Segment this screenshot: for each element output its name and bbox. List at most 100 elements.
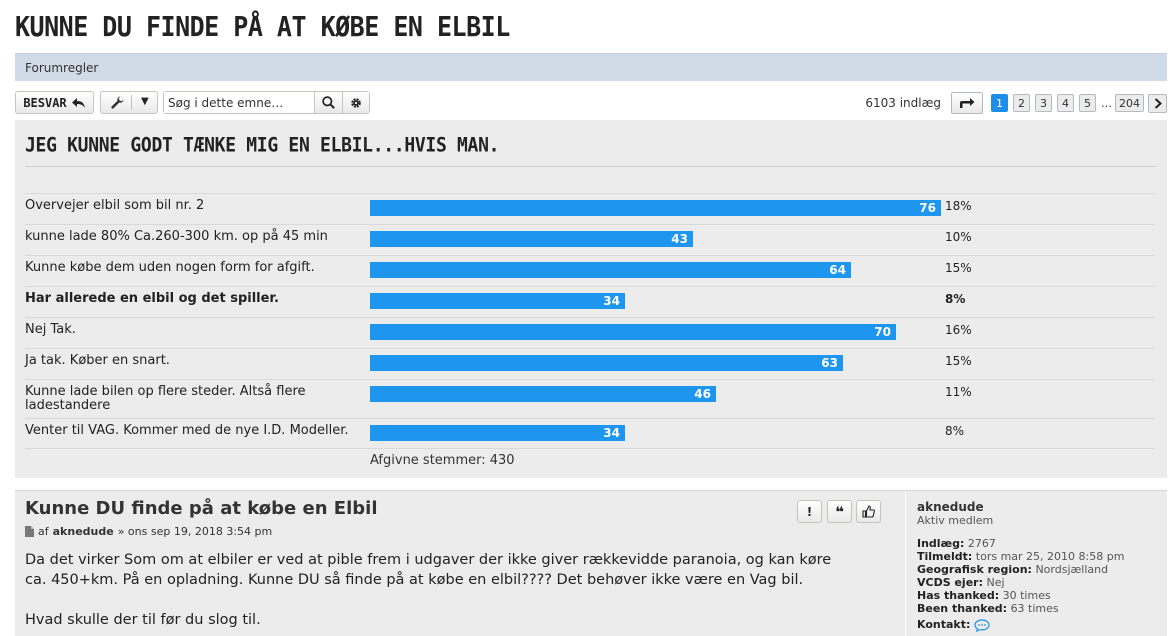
- poll-vote-bar: 46: [370, 386, 716, 402]
- forum-rules-bar[interactable]: Forumregler: [15, 53, 1167, 81]
- poll-option-percent: 8%: [945, 292, 966, 306]
- poll-option-label: Ja tak. Køber en snart.: [25, 353, 170, 368]
- profile-field: Has thanked: 30 times: [917, 589, 1051, 602]
- quote-button[interactable]: ❝: [827, 500, 852, 523]
- poll-option-row: Venter til VAG. Kommer med de nye I.D. M…: [25, 418, 1155, 448]
- post-paragraph: Hvad skulle der til før du slog til.: [25, 612, 261, 628]
- post-icon: [25, 526, 34, 537]
- advanced-search-button[interactable]: [341, 92, 369, 113]
- post-meta: af aknedude » ons sep 19, 2018 3:54 pm: [25, 525, 272, 538]
- page-link-5[interactable]: 5: [1079, 94, 1096, 112]
- profile-field-value: Nej: [986, 576, 1005, 589]
- post-title[interactable]: Kunne DU finde på at købe en Elbil: [25, 498, 378, 519]
- profile-field: Tilmeldt: tors mar 25, 2010 8:58 pm: [917, 550, 1124, 563]
- profile-field-label: Indlæg:: [917, 537, 965, 550]
- author-profile: aknedude Aktiv medlem Indlæg: 2767 Tilmel…: [905, 491, 1167, 636]
- poll-option-percent: 15%: [945, 354, 972, 368]
- poll-vote-bar: 63: [370, 355, 843, 371]
- search-icon: [322, 96, 335, 109]
- page-link-1[interactable]: 1: [991, 94, 1008, 112]
- topic-search: [163, 91, 370, 114]
- page-link-4[interactable]: 4: [1057, 94, 1074, 112]
- poll-vote-bar: 43: [370, 231, 693, 247]
- page-link-last[interactable]: 204: [1115, 94, 1144, 112]
- profile-field-value: 2767: [967, 537, 996, 550]
- poll-option-label: Nej Tak.: [25, 322, 76, 337]
- poll-option-label: Overvejer elbil som bil nr. 2: [25, 198, 205, 213]
- reply-icon: [71, 97, 85, 108]
- report-button[interactable]: !: [797, 500, 822, 523]
- profile-field: Kontakt:: [917, 618, 990, 632]
- post-date: » ons sep 19, 2018 3:54 pm: [117, 525, 273, 538]
- profile-field: Indlæg: 2767: [917, 537, 996, 550]
- contact-chat-icon[interactable]: [974, 618, 990, 632]
- profile-field-label: VCDS ejer:: [917, 576, 983, 589]
- search-button[interactable]: [314, 92, 342, 113]
- post: Kunne DU finde på at købe en Elbil af ak…: [15, 490, 1167, 636]
- tools-separator: [131, 95, 132, 110]
- share-arrow-icon: [960, 98, 975, 108]
- profile-field-label: Tilmeldt:: [917, 550, 973, 563]
- profile-field-value: Nordsjælland: [1035, 563, 1109, 576]
- page-link-2[interactable]: 2: [1013, 94, 1030, 112]
- thanks-button[interactable]: [856, 500, 881, 523]
- profile-username[interactable]: aknedude: [917, 500, 984, 514]
- post-count: 6103 indlæg: [865, 96, 941, 110]
- forum-rules-label[interactable]: Forumregler: [25, 61, 99, 75]
- gear-icon: [350, 97, 361, 108]
- poll-vote-bar: 64: [370, 262, 851, 278]
- profile-field-label: Kontakt:: [917, 618, 971, 631]
- reply-label: BESVAR: [23, 95, 67, 110]
- profile-rank: Aktiv medlem: [917, 514, 994, 527]
- post-author-link[interactable]: aknedude: [52, 525, 114, 538]
- quote-icon: ❝: [835, 502, 844, 521]
- poll-option-row: Har allerede en elbil og det spiller. 34 8…: [25, 286, 1155, 317]
- poll-option-percent: 15%: [945, 261, 972, 275]
- poll-divider: [25, 166, 1155, 167]
- poll-vote-bar: 34: [370, 293, 625, 309]
- poll-option-label: Kunne lade bilen op flere steder. Altså …: [25, 384, 306, 413]
- poll-option-row: Nej Tak. 70 16%: [25, 317, 1155, 348]
- topic-tools-button[interactable]: ▼: [100, 91, 158, 114]
- poll-total-votes: Afgivne stemmer: 430: [370, 453, 515, 468]
- profile-field-label: Been thanked:: [917, 602, 1008, 615]
- poll-option-label: Kunne købe dem uden nogen form for afgif…: [25, 260, 315, 275]
- poll-option-percent: 11%: [945, 385, 972, 399]
- post-paragraph: Da det virker Som om at elbiler er ved a…: [25, 552, 832, 588]
- page-link-3[interactable]: 3: [1035, 94, 1052, 112]
- jump-to-page-button[interactable]: [951, 92, 983, 114]
- post-meta-prefix: af: [38, 525, 49, 538]
- poll-panel: JEG KUNNE GODT TÆNKE MIG EN ELBIL...HVIS…: [15, 120, 1167, 478]
- poll-vote-bar: 70: [370, 324, 896, 340]
- wrench-icon: [111, 96, 124, 109]
- poll-option-row: Ja tak. Køber en snart. 63 15%: [25, 348, 1155, 379]
- profile-field-label: Has thanked:: [917, 589, 1000, 602]
- profile-field: Geografisk region: Nordsjælland: [917, 563, 1108, 576]
- next-page-button[interactable]: [1148, 93, 1167, 113]
- profile-field: Been thanked: 63 times: [917, 602, 1059, 615]
- thumbs-up-icon: [862, 505, 875, 518]
- poll-total-row: Afgivne stemmer: 430: [25, 448, 1155, 478]
- exclamation-icon: !: [806, 504, 813, 519]
- poll-option-label: Har allerede en elbil og det spiller.: [25, 291, 279, 306]
- poll-option-row: kunne lade 80% Ca.260-300 km. op på 45 m…: [25, 224, 1155, 255]
- poll-option-percent: 8%: [945, 424, 965, 438]
- profile-field-value: tors mar 25, 2010 8:58 pm: [975, 550, 1125, 563]
- chevron-down-icon: ▼: [141, 96, 149, 107]
- poll-option-row: Overvejer elbil som bil nr. 2 76 18%: [25, 193, 1155, 224]
- poll-option-label: Venter til VAG. Kommer med de nye I.D. M…: [25, 423, 349, 438]
- profile-field-value: 30 times: [1002, 589, 1051, 602]
- search-input[interactable]: [164, 92, 314, 113]
- poll-vote-bar: 34: [370, 425, 625, 441]
- profile-field: VCDS ejer: Nej: [917, 576, 1005, 589]
- poll-option-percent: 16%: [945, 323, 972, 337]
- topic-title[interactable]: KUNNE DU FINDE PÅ AT KØBE EN ELBIL: [15, 10, 510, 43]
- poll-option-row: Kunne købe dem uden nogen form for afgif…: [25, 255, 1155, 286]
- poll-option-percent: 10%: [945, 230, 972, 244]
- poll-option-percent: 18%: [945, 199, 972, 213]
- reply-button[interactable]: BESVAR: [15, 91, 94, 114]
- profile-field-value: 63 times: [1010, 602, 1059, 615]
